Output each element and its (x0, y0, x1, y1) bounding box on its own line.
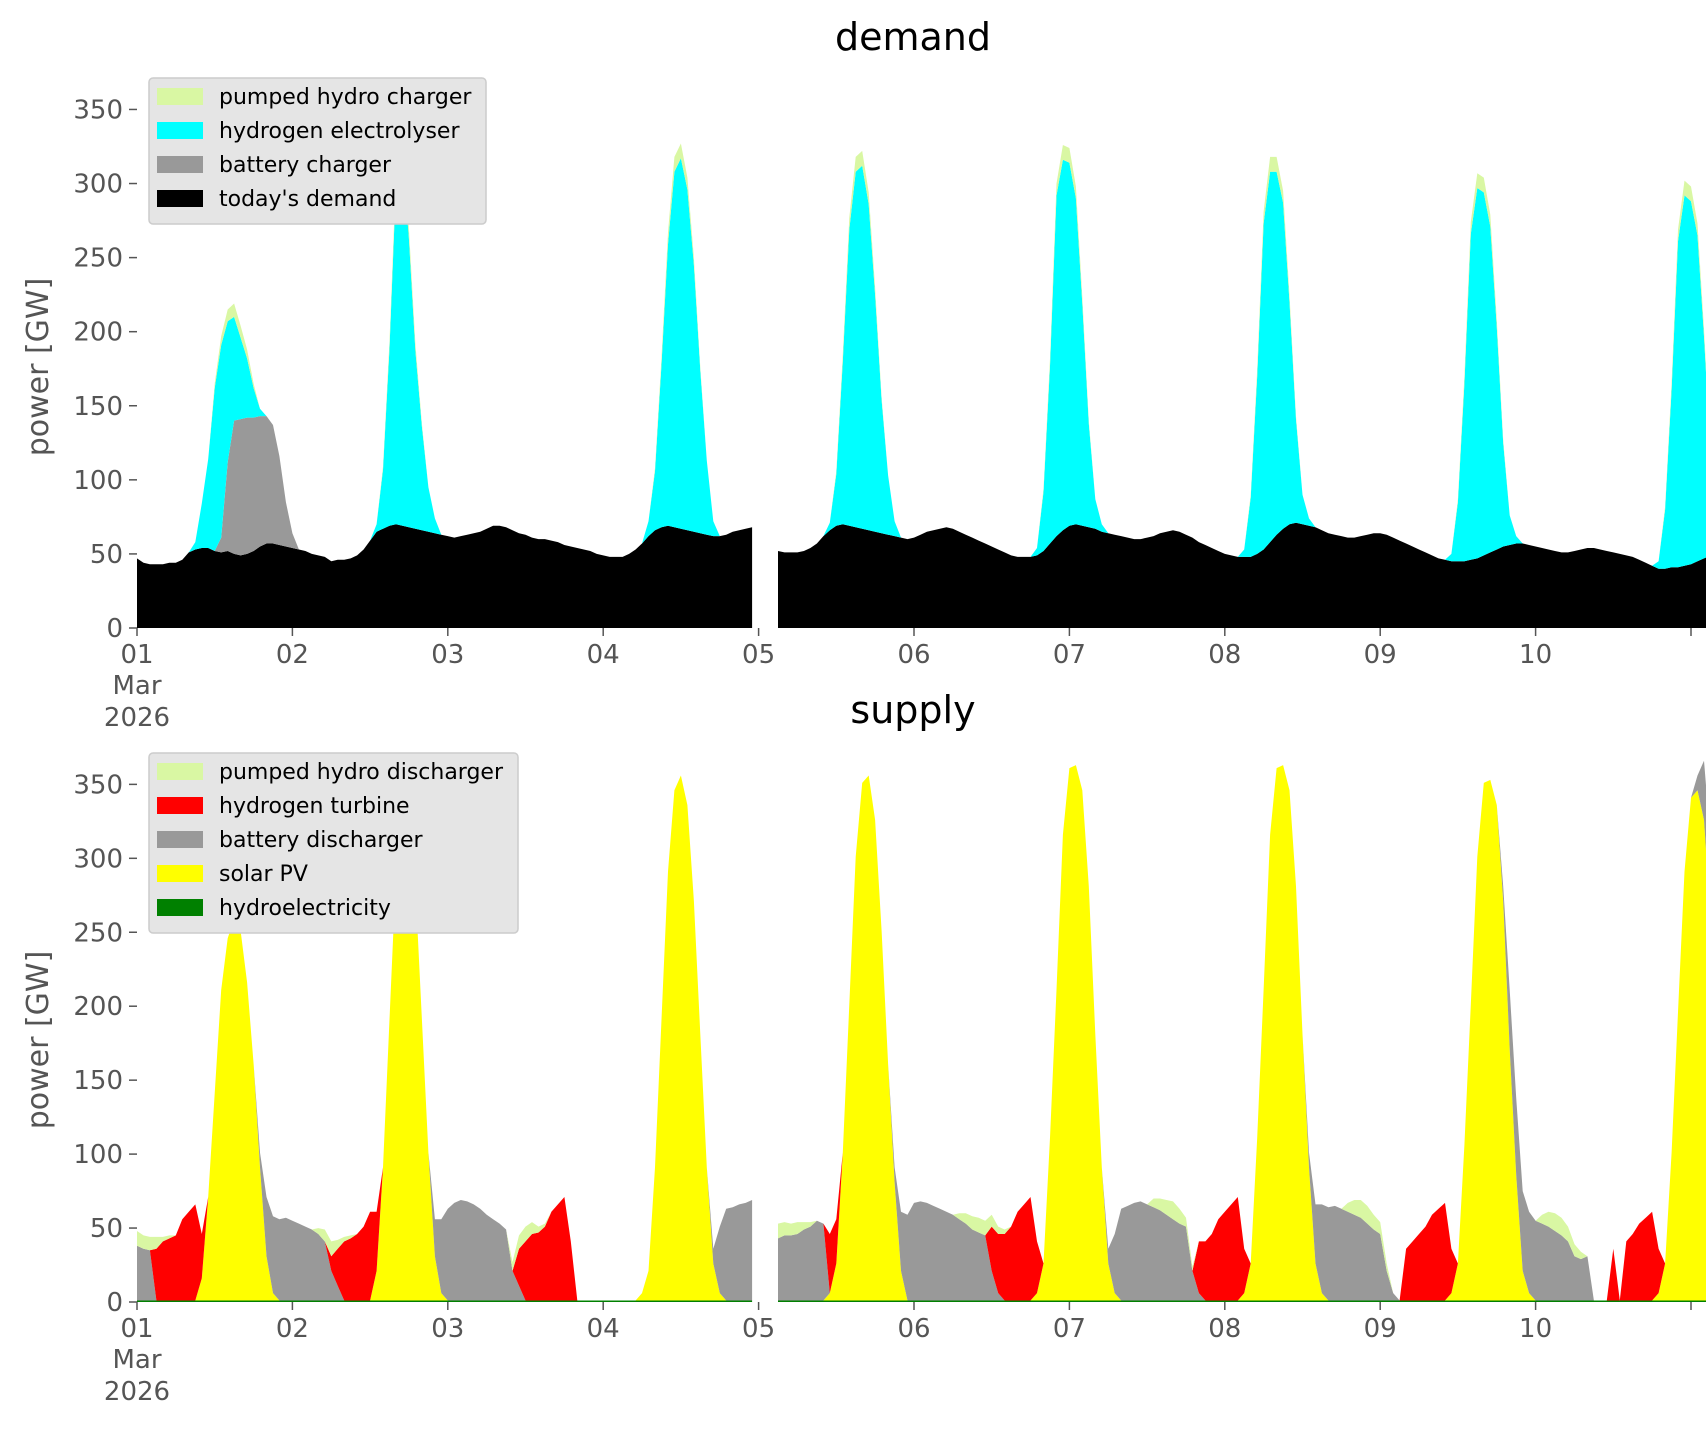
demand-x-tick-label: 03 (431, 640, 464, 670)
supply-y-tick-label: 350 (73, 770, 123, 800)
demand-x-tick-label: 09 (1364, 640, 1397, 670)
demand-y-tick-label: 200 (73, 318, 123, 348)
supply-x-tick-sublabel: 2026 (104, 1377, 170, 1407)
demand-y-tick-label: 0 (106, 614, 123, 644)
demand-x-tick-label: 06 (897, 640, 930, 670)
supply-y-tick-label: 50 (90, 1214, 123, 1244)
demand-legend-label-today-s-demand: today's demand (219, 187, 396, 212)
supply-x-tick-label: 06 (897, 1314, 930, 1344)
demand-legend-box (148, 77, 487, 225)
demand-legend-swatch-pumped-hydro-charger (157, 88, 203, 105)
demand-legend-label-pumped-hydro-charger: pumped hydro charger (219, 85, 472, 110)
supply-legend-box (148, 752, 519, 934)
demand-y-tick-label: 150 (73, 392, 123, 422)
supply-axes: 0 50 100 150 200 250 300 350 01 02 03 04 05 06 07 08 09 1… (73, 770, 1692, 1407)
supply-x-tick-label: 01 (120, 1314, 153, 1344)
demand-y-tick-label: 350 (73, 95, 123, 125)
supply-y-axis-label: power [GW] (21, 951, 56, 1130)
demand-y-tick-label: 100 (73, 466, 123, 496)
supply-x-tick-label: 07 (1053, 1314, 1086, 1344)
supply-area-hydroelectricity (137, 1300, 753, 1302)
supply-legend-swatch-hydrogen-turbine (157, 797, 203, 814)
supply-x-tick-label: 04 (587, 1314, 620, 1344)
demand-x-tick-label: 01 (120, 640, 153, 670)
demand-legend-swatch-battery-charger (157, 156, 203, 173)
demand-area-today-s-demand (778, 522, 1706, 628)
supply-y-tick-label: 300 (73, 844, 123, 874)
demand-y-tick-label: 300 (73, 170, 123, 200)
supply-x-tick-label: 05 (742, 1314, 775, 1344)
supply-y-tick-label: 200 (73, 992, 123, 1022)
supply-area-hydrogen-turbine (137, 775, 753, 1301)
supply-x-tick-label: 09 (1364, 1314, 1397, 1344)
supply-area-battery-discharger (778, 760, 1706, 1301)
supply-legend-swatch-battery-discharger (157, 831, 203, 848)
supply-legend-swatch-hydroelectricity (157, 899, 203, 916)
demand-area-hydrogen-electrolyser (778, 159, 1706, 569)
demand-x-tick-sublabel: 2026 (104, 703, 170, 733)
demand-area-today-s-demand (137, 524, 753, 628)
supply-x-tick-sublabel: Mar (112, 1345, 161, 1375)
demand-x-tick-sublabel: Mar (112, 671, 161, 701)
supply-area-solar-pv (778, 765, 1706, 1301)
demand-legend-label-battery-charger: battery charger (219, 153, 392, 178)
demand-x-tick-label: 07 (1053, 640, 1086, 670)
demand-x-tick-label: 08 (1208, 640, 1241, 670)
supply-legend-label-hydroelectricity: hydroelectricity (219, 896, 391, 921)
demand-y-axis-label: power [GW] (21, 278, 56, 457)
demand-legend: pumped hydro charger hydrogen electrolyse… (148, 77, 487, 225)
supply-legend-label-solar-pv: solar PV (219, 862, 308, 887)
demand-area-pumped-hydro-charger (778, 145, 1706, 566)
demand-legend-swatch-today-s-demand (157, 190, 203, 207)
supply-legend: pumped hydro discharger hydrogen turbine b… (148, 752, 519, 934)
supply-y-tick-label: 150 (73, 1066, 123, 1096)
demand-panel: demand power [GW] 0501001502002503003500… (21, 15, 1706, 733)
supply-legend-label-battery-discharger: battery discharger (219, 828, 424, 853)
supply-panel: supply power [GW] 0501001502002503003500… (21, 688, 1706, 1407)
supply-title: supply (850, 688, 975, 732)
demand-x-tick-label: 02 (276, 640, 309, 670)
supply-legend-label-hydrogen-turbine: hydrogen turbine (219, 794, 410, 819)
supply-legend-swatch-pumped-hydro-discharger (157, 763, 203, 780)
demand-area-hydrogen-electrolyser (137, 155, 753, 565)
supply-areas (137, 760, 1706, 1302)
demand-x-tick-label: 04 (587, 640, 620, 670)
supply-x-tick-label: 02 (276, 1314, 309, 1344)
supply-area-solar-pv (137, 775, 753, 1301)
demand-areas (137, 143, 1706, 628)
demand-x-tick-label: 05 (742, 640, 775, 670)
demand-y-tick-label: 250 (73, 244, 123, 274)
supply-x-tick-label: 08 (1208, 1314, 1241, 1344)
demand-x-tick-label: 10 (1519, 640, 1552, 670)
demand-y-tick-label: 50 (90, 540, 123, 570)
demand-axes: 0 50 100 150 200 250 300 350 01 02 03 04 05 06 07 08 09 1… (73, 95, 1692, 733)
supply-legend-swatch-solar-pv (157, 865, 203, 882)
demand-legend-label-hydrogen-electrolyser: hydrogen electrolyser (219, 119, 460, 144)
demand-area-battery-charger (137, 416, 753, 565)
supply-x-tick-label: 10 (1519, 1314, 1552, 1344)
supply-y-tick-label: 100 (73, 1140, 123, 1170)
supply-x-tick-label: 03 (431, 1314, 464, 1344)
demand-legend-swatch-hydrogen-electrolyser (157, 122, 203, 139)
supply-y-tick-label: 250 (73, 918, 123, 948)
supply-y-tick-label: 0 (106, 1288, 123, 1318)
demand-title: demand (835, 15, 991, 59)
supply-legend-label-pumped-hydro-discharger: pumped hydro discharger (219, 760, 504, 785)
supply-area-hydroelectricity (778, 1300, 1706, 1302)
